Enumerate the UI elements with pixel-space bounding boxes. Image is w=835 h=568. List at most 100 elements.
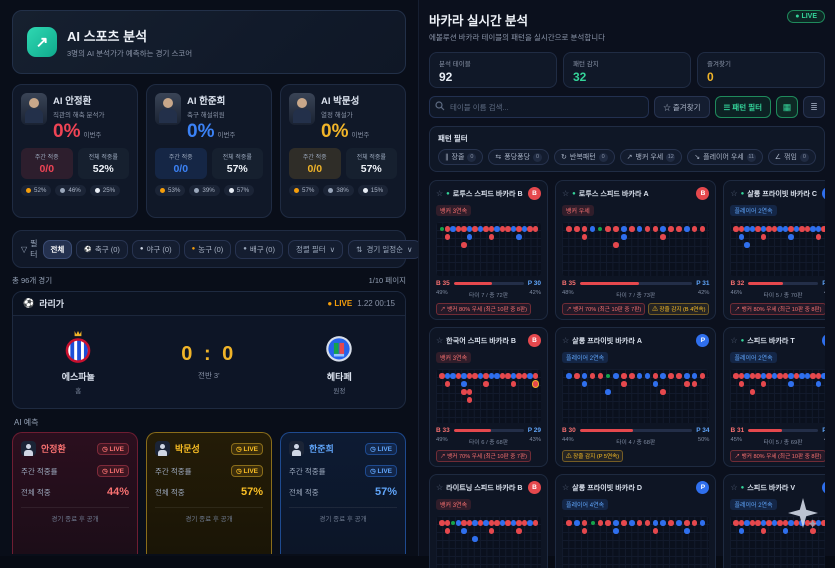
road-dot — [653, 234, 659, 240]
analyst-badges: 53% 39% 57% — [155, 185, 263, 196]
insight-pills: ⚠ 장줄 감지 (P 5연속) — [562, 450, 709, 462]
analyst-card[interactable]: AI 한준희 축구 해설위원 0% 이번주 주간 적중 0/0 전체 적중률 57% … — [146, 84, 272, 218]
grid-view-button[interactable]: ▦ — [776, 96, 798, 118]
road-dot — [477, 226, 483, 232]
favorite-star-icon[interactable]: ☆ — [562, 336, 570, 345]
pattern-chip[interactable]: ∥ 장줄 0 — [438, 149, 484, 165]
road-dot — [676, 520, 682, 526]
road-dot — [574, 413, 580, 419]
baccarat-table-card[interactable]: ☆ ● 로투스 스피드 바카라 B B 뱅커 3연속 B 35 P 30 49%… — [429, 180, 548, 320]
road-dot — [821, 544, 825, 550]
funnel-icon: ▽ — [21, 244, 28, 254]
favorite-star-icon[interactable]: ☆ — [562, 189, 570, 198]
road-dot — [533, 266, 539, 272]
road-dot — [605, 560, 611, 566]
road-dot — [821, 266, 825, 272]
baccarat-table-card[interactable]: ☆ ● 살롱 프라이빗 바카라 C P 플레이어 2연속 B 32 P 33 4… — [723, 180, 825, 320]
favorite-star-icon[interactable]: ☆ — [730, 483, 738, 492]
analyst-name: AI 박문성 — [321, 96, 360, 107]
last-result-badge: P — [696, 334, 710, 347]
baccarat-table-card[interactable]: ☆ 한국어 스피드 바카라 B B 뱅커 3연속 B 33 P 29 49% 타… — [429, 327, 548, 467]
pattern-chip[interactable]: ↻ 반복패턴 0 — [554, 149, 615, 165]
baccarat-table-card[interactable]: ☆ 살롱 프라이빗 바카라 D P 플레이어 4연속 B 30 P 33 44%… — [555, 474, 717, 568]
road-dot — [629, 536, 635, 542]
road-dot — [788, 234, 794, 240]
sport-icon: ⚽ — [84, 246, 92, 253]
match-card[interactable]: ⚽ 라리가 ● LIVE 1.22 00:15 에 — [12, 291, 406, 409]
baccarat-table-card[interactable]: ☆ 라이트닝 스피드 바카라 B B 뱅커 3연속 B 34 P 30 48% … — [429, 474, 548, 568]
favorite-star-icon[interactable]: ☆ — [436, 336, 444, 345]
table-title: 라이트닝 스피드 바카라 B — [446, 483, 523, 492]
page-title: AI 스포츠 분석 — [67, 28, 148, 44]
favorite-star-icon[interactable]: ☆ — [562, 483, 570, 492]
last-result-badge: B — [528, 334, 541, 347]
road-dot — [566, 258, 572, 264]
schedule-sort-dropdown[interactable]: ⇅ 경기 일정순 ∨ — [348, 239, 421, 259]
baccarat-table-card[interactable]: ☆ 살롱 프라이빗 바카라 A P 플레이어 2연속 B 30 P 34 44%… — [555, 327, 717, 467]
pattern-filter-button[interactable]: ☰ 패턴 필터 — [714, 96, 771, 118]
pattern-chip[interactable]: ↘ 플레이어 우세 11 — [687, 149, 763, 165]
pattern-insight-pill: ↗ 뱅커 70% 우세 (최근 10판 중 7판) — [436, 450, 532, 462]
road-dot — [771, 226, 778, 232]
road-dot — [521, 226, 527, 232]
league-name: 라리가 — [39, 299, 65, 309]
banker-count: B 33 — [436, 427, 450, 434]
bead-road — [562, 222, 709, 276]
road-dot — [613, 552, 619, 558]
road-dot — [488, 373, 494, 379]
sport-filter-chip[interactable]: ⚽ 축구 (0) — [76, 239, 128, 259]
road-dot — [439, 405, 445, 411]
road-dot — [499, 226, 505, 232]
table-search-input[interactable] — [429, 96, 650, 118]
favorite-star-icon[interactable]: ☆ — [436, 189, 444, 198]
baccarat-table-card[interactable]: ☆ ● 스피드 바카라 T P 플레이어 2연속 B 31 P 33 45% 타… — [723, 327, 825, 467]
analyst-card[interactable]: AI 안정환 직관의 해축 분석가 0% 이번주 주간 적중 0/0 전체 적중률 5… — [12, 84, 138, 218]
sport-filter-chip[interactable]: ● 농구 (0) — [183, 239, 232, 259]
sport-filter-chip[interactable]: ● 야구 (0) — [131, 239, 180, 259]
pattern-chip[interactable]: ↗ 뱅커 우세 12 — [619, 149, 683, 165]
table-title: 스피드 바카라 T — [747, 336, 795, 345]
favorite-star-icon[interactable]: ☆ — [730, 189, 738, 198]
road-dot — [439, 520, 445, 526]
analyst-role: 열정 해설가 — [321, 112, 353, 119]
baccarat-table-card[interactable]: ☆ ● 로투스 스피드 바카라 A B 뱅커 우세 B 35 P 31 48% … — [555, 180, 717, 320]
road-dot — [637, 552, 643, 558]
road-dot — [444, 381, 450, 387]
favorites-button[interactable]: ☆ 즐겨찾기 — [654, 96, 710, 118]
road-dot — [598, 560, 604, 566]
bead-road — [436, 516, 541, 568]
road-dot — [582, 552, 588, 558]
road-dot — [692, 560, 698, 566]
list-view-button[interactable]: ≣ — [803, 96, 825, 118]
player-percent: 47% — [824, 290, 825, 299]
live-pill: ◷ LIVE — [97, 442, 129, 455]
prediction-card[interactable]: 안정환 ◷ LIVE 주간 적중률 ◷ LIVE 전체 적중 44% 경기 종료… — [12, 432, 138, 554]
sport-icon: ● — [191, 246, 196, 252]
favorite-star-icon[interactable]: ☆ — [436, 483, 444, 492]
road-dot — [676, 552, 682, 558]
road-dot — [581, 528, 588, 534]
pattern-chip[interactable]: ⇆ 퐁당퐁당 0 — [488, 149, 550, 165]
analyst-card[interactable]: AI 박문성 열정 해설가 0% 이번주 주간 적중 0/0 전체 적중률 57% 5… — [280, 84, 406, 218]
road-dot — [684, 413, 690, 419]
road-dot — [692, 413, 698, 419]
road-dot — [777, 226, 783, 232]
pattern-count: 0 — [799, 152, 809, 162]
road-dot — [516, 544, 522, 550]
road-dot — [684, 266, 690, 272]
pattern-chip[interactable]: ∠ 꺾임 0 — [767, 149, 816, 165]
prediction-card[interactable]: 한준희 ◷ LIVE 주간 적중률 ◷ LIVE 전체 적중 57% 경기 종료… — [280, 432, 406, 554]
prediction-card[interactable]: 박문성 ◷ LIVE 주간 적중률 ◷ LIVE 전체 적중 57% 경기 종료… — [146, 432, 272, 554]
road-dot — [660, 381, 666, 387]
sport-filter-chip[interactable]: ● 배구 (0) — [235, 239, 283, 259]
road-dot — [527, 381, 533, 387]
favorite-star-icon[interactable]: ☆ — [730, 336, 738, 345]
page-indicator[interactable]: 1/10 페이지 — [368, 276, 406, 285]
bead-road — [730, 369, 825, 423]
road-dot — [590, 536, 596, 542]
sort-filter-dropdown[interactable]: 정렬 필터 ∨ — [287, 239, 344, 259]
road-dot — [590, 405, 596, 411]
sport-filter-chip[interactable]: 전체 — [42, 239, 73, 259]
road-dot — [668, 536, 674, 542]
road-dot — [760, 234, 767, 240]
